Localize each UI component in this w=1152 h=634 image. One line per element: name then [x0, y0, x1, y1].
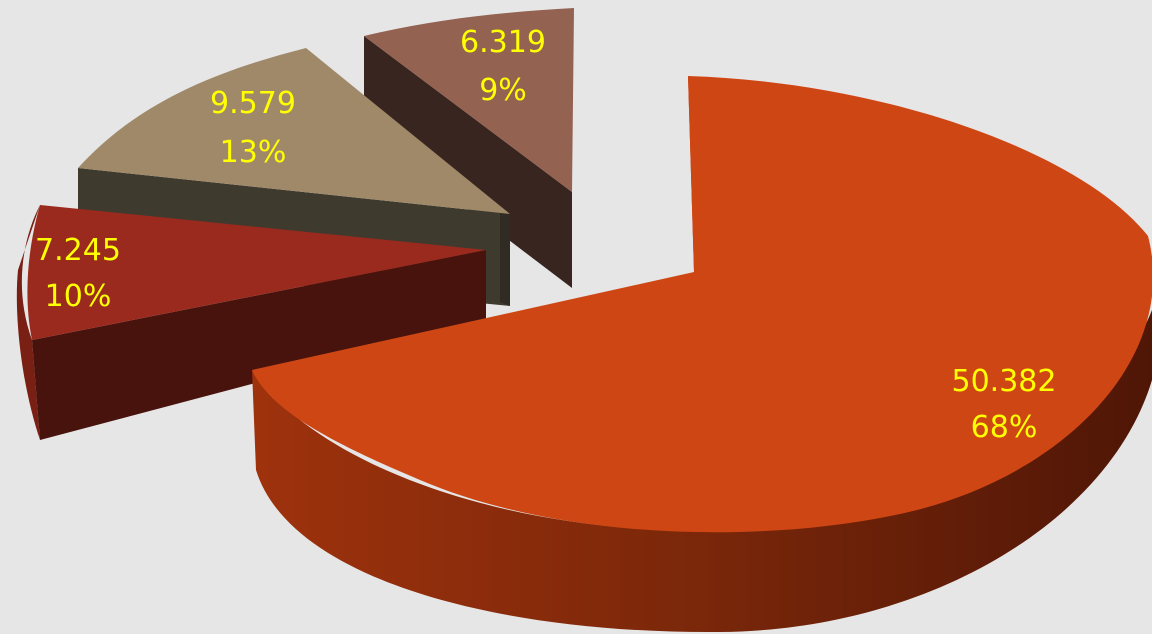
slice-4-percent-label: 9% — [479, 73, 527, 108]
pie-slice-1 — [252, 76, 1152, 633]
slice-3-percent-label: 13% — [220, 135, 287, 170]
slice-2-value-label: 7.245 — [35, 233, 121, 268]
pie-slice-1-top — [252, 76, 1152, 533]
pie-slice-2 — [16, 205, 487, 440]
pie-slice-2-side — [32, 250, 486, 440]
pie-slice-3-top — [78, 48, 510, 214]
slice-1-value-label: 50.382 — [952, 364, 1057, 399]
pie-slice-1-side — [252, 310, 1152, 633]
slice-1-percent-label: 68% — [971, 410, 1038, 445]
pie-slice-4-top — [364, 8, 574, 192]
pie-slice-2-top — [27, 205, 487, 340]
pie-slice-3-side-right — [500, 212, 510, 306]
slice-3-label: 9.579 13% — [210, 86, 296, 170]
slice-3-value-label: 9.579 — [210, 86, 296, 121]
slice-2-percent-label: 10% — [45, 279, 112, 314]
pie-slice-2-outer-edge — [16, 205, 40, 440]
slice-4-value-label: 6.319 — [460, 25, 546, 60]
slice-2-label: 7.245 10% — [35, 233, 121, 314]
pie-slice-4-side — [364, 36, 572, 288]
slice-1-label: 50.382 68% — [952, 364, 1057, 445]
slice-4-label: 6.319 9% — [460, 25, 546, 108]
pie-slice-4 — [364, 8, 574, 288]
